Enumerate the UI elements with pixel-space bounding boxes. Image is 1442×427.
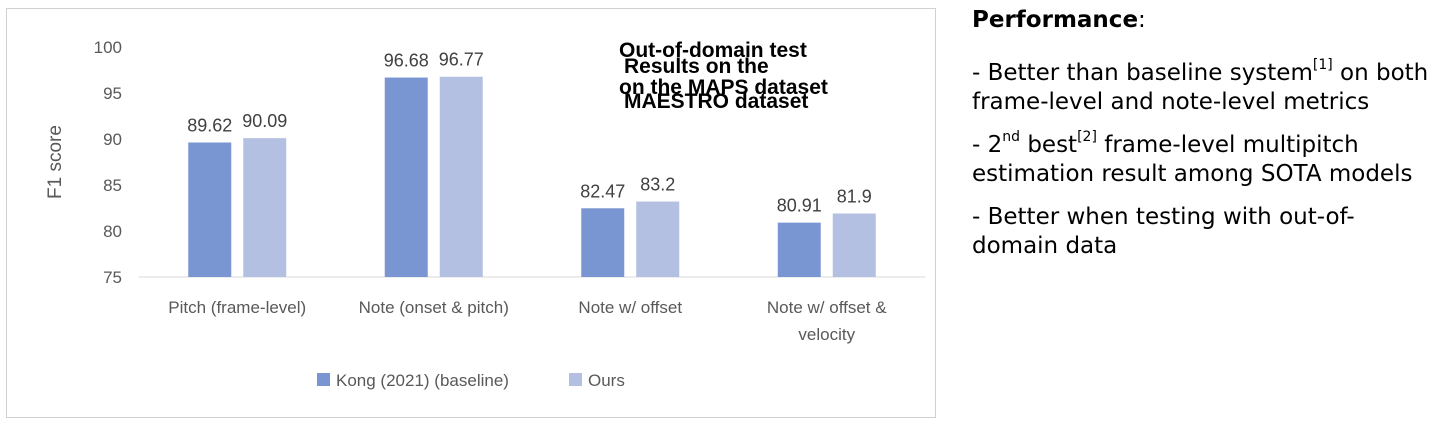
bar-ours xyxy=(243,138,287,277)
y-tick-label: 95 xyxy=(103,84,122,103)
bullet-2-text: - 2 xyxy=(972,132,1003,158)
data-label: 82.47 xyxy=(580,181,625,201)
chart-frame: 75 80 85 90 95 100 F1 score 89.62 90.09 Pitch (fr… xyxy=(6,8,936,418)
x-category-label: velocity xyxy=(798,325,855,344)
y-tick-label: 100 xyxy=(94,38,122,57)
overlay-title-line: Out-of-domain test xyxy=(619,39,807,62)
notes-heading-colon: : xyxy=(1138,7,1146,33)
bar-baseline xyxy=(188,142,232,277)
bullet-2-text-mid: best xyxy=(1020,132,1078,158)
bullet-1-text-end: on both frame-level and note-level metri… xyxy=(972,60,1429,115)
legend-label: Kong (2021) (baseline) xyxy=(336,371,509,390)
data-label: 90.09 xyxy=(242,111,287,131)
bar-ours xyxy=(636,201,680,277)
data-label: 96.68 xyxy=(384,51,429,71)
notes-heading-text: Performance xyxy=(972,7,1139,33)
bar-baseline xyxy=(581,208,625,277)
data-label: 96.77 xyxy=(439,50,484,70)
data-label: 83.2 xyxy=(640,175,675,195)
x-category-label: Pitch (frame-level) xyxy=(168,298,306,317)
bar-ours xyxy=(439,76,483,277)
note-bullet-2: - 2nd best[2] frame-level multipitch est… xyxy=(972,129,1434,189)
y-tick-label: 75 xyxy=(103,268,122,287)
bar-baseline xyxy=(384,77,428,277)
legend-swatch xyxy=(317,373,330,386)
x-category-label: Note w/ offset & xyxy=(767,298,887,317)
data-label: 81.9 xyxy=(837,187,872,207)
bar-ours xyxy=(832,213,876,277)
overlay-title-line: MAESTRO dataset xyxy=(624,90,808,113)
y-tick-label: 85 xyxy=(103,176,122,195)
y-tick-label: 90 xyxy=(103,130,122,149)
y-tick-label: 80 xyxy=(103,222,122,241)
legend-swatch xyxy=(569,373,582,386)
data-label: 89.62 xyxy=(187,115,232,135)
reference-2-sup: [2] xyxy=(1077,129,1097,146)
y-axis-title: F1 score xyxy=(45,125,66,199)
note-bullet-1: - Better than baseline system[1] on both… xyxy=(972,57,1434,117)
x-category-label: Note (onset & pitch) xyxy=(359,298,509,317)
overlay-title-line: on the MAPS dataset xyxy=(619,76,828,99)
data-label: 80.91 xyxy=(777,196,822,216)
note-bullet-3: - Better when testing with out-of-domain… xyxy=(972,203,1434,261)
bar-baseline xyxy=(777,222,821,277)
legend-label: Ours xyxy=(588,371,625,390)
reference-1-sup: [1] xyxy=(1312,57,1333,74)
overlay-title-line: Results on the xyxy=(624,55,769,78)
ordinal-sup: nd xyxy=(1002,129,1021,146)
bar-chart: 75 80 85 90 95 100 F1 score 89.62 90.09 Pitch (fr… xyxy=(45,38,925,390)
bullet-1-text: - Better than baseline system xyxy=(972,60,1313,86)
performance-notes: Performance: - Better than baseline syst… xyxy=(972,6,1434,275)
notes-heading: Performance: xyxy=(972,6,1434,35)
x-category-label: Note w/ offset xyxy=(578,298,682,317)
bullet-3-text: - Better when testing with out-of-domain… xyxy=(972,204,1355,259)
bullet-2-text-end: frame-level multipitch estimation result… xyxy=(972,132,1413,187)
